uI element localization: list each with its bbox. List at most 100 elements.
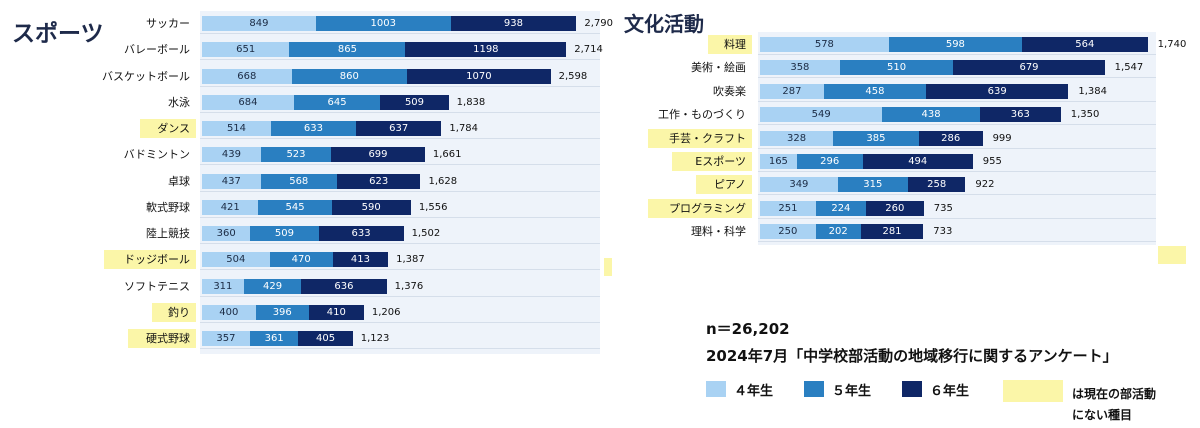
culture-category-highlight bbox=[696, 175, 752, 195]
sports-row-separator bbox=[200, 190, 600, 192]
culture-data-label-grade4: 578 bbox=[814, 39, 834, 50]
sports-category-label: バスケットボール bbox=[102, 69, 190, 83]
sports-bar-segment-grade6 bbox=[308, 304, 364, 320]
culture-data-label-grade6: 639 bbox=[987, 85, 1007, 97]
sports-bar-segment-grade4 bbox=[202, 278, 244, 294]
culture-bar-segment-grade6 bbox=[918, 130, 983, 146]
sports-category-label: バレーボール bbox=[124, 43, 190, 57]
sports-data-label-grade4: 311 bbox=[213, 280, 233, 292]
culture-bar-segment-grade5 bbox=[833, 130, 919, 146]
culture-bar-segment-grade6 bbox=[865, 200, 924, 216]
culture-bar-segment-grade4 bbox=[760, 37, 889, 52]
sports-total-label: 1,502 bbox=[411, 228, 441, 239]
sports-bar-segment-grade4 bbox=[202, 331, 250, 346]
sports-bar-segment-grade5 bbox=[269, 252, 333, 268]
sports-row-separator bbox=[200, 348, 600, 349]
sports-data-label-grade4: 849 bbox=[249, 18, 269, 29]
sports-bar-segment-grade4 bbox=[202, 252, 270, 268]
sports-category-label: 陸上競技 bbox=[146, 227, 190, 240]
sports-bar-segment-grade4 bbox=[202, 42, 290, 58]
culture-data-label-grade6: 494 bbox=[908, 156, 928, 167]
sports-bar-segment-grade6 bbox=[318, 226, 404, 241]
legend-label-grade6: ６年生 bbox=[930, 384, 970, 399]
culture-category-label: 料理 bbox=[724, 38, 746, 51]
culture-bar-segment-grade4 bbox=[760, 130, 834, 146]
sports-bar-segment-grade5 bbox=[260, 147, 332, 163]
sports-bar-segment-grade4 bbox=[202, 147, 261, 163]
culture-total-label: 1,384 bbox=[1078, 85, 1107, 97]
sports-data-label-grade4: 514 bbox=[226, 123, 247, 134]
sports-data-label-grade5: 865 bbox=[337, 44, 357, 56]
sports-category-label: 釣り bbox=[168, 305, 190, 319]
sports-bar-segment-grade5 bbox=[250, 226, 319, 241]
culture-total-label: 1,547 bbox=[1114, 62, 1144, 74]
culture-row-separator bbox=[758, 77, 1156, 79]
culture-bar-segment-grade4 bbox=[760, 154, 797, 169]
culture-bar-segment-grade4 bbox=[760, 83, 824, 99]
sports-data-label-grade6: 633 bbox=[351, 228, 371, 239]
culture-total-label: 733 bbox=[933, 226, 953, 238]
sports-data-label-grade6: 623 bbox=[369, 175, 389, 187]
culture-bar-segment-grade6 bbox=[862, 154, 973, 169]
culture-row-separator bbox=[758, 54, 1156, 55]
sports-total-label: 2,598 bbox=[558, 70, 588, 82]
culture-data-label-grade5: 224 bbox=[831, 202, 851, 214]
culture-total-label: 922 bbox=[975, 179, 995, 191]
sports-data-label-grade5: 645 bbox=[327, 96, 347, 108]
culture-data-label-grade5: 315 bbox=[863, 179, 883, 191]
legend-swatch-grade4 bbox=[706, 381, 726, 397]
culture-bar-segment-grade4 bbox=[760, 107, 883, 123]
culture-row-separator bbox=[758, 100, 1156, 102]
culture-data-label-grade5: 296 bbox=[820, 156, 840, 167]
legend-highlight-line2: にない種目 bbox=[1072, 408, 1133, 422]
sports-row-separator bbox=[200, 59, 600, 61]
culture-bar-segment-grade6 bbox=[925, 83, 1069, 99]
sports-data-label-grade4: 421 bbox=[220, 201, 240, 213]
sports-title: スポーツ bbox=[12, 21, 104, 47]
culture-data-label-grade4: 349 bbox=[789, 179, 809, 191]
sports-data-label-grade6: 938 bbox=[503, 18, 524, 29]
culture-data-label-grade5: 202 bbox=[828, 226, 848, 238]
legend-swatch-grade6 bbox=[902, 381, 922, 397]
culture-data-label-grade5: 510 bbox=[887, 62, 907, 74]
sports-bar-segment-grade4 bbox=[202, 94, 294, 110]
culture-data-label-grade4: 165 bbox=[768, 156, 788, 167]
sports-data-label-grade6: 413 bbox=[350, 254, 370, 266]
sports-data-label-grade5: 509 bbox=[274, 228, 294, 239]
sports-data-label-grade5: 860 bbox=[339, 70, 359, 82]
culture-bar-segment-grade5 bbox=[815, 200, 866, 216]
culture-bar-segment-grade5 bbox=[823, 83, 926, 99]
sports-bar-segment-grade6 bbox=[331, 147, 425, 163]
sports-data-label-grade5: 396 bbox=[272, 306, 292, 318]
sports-bar-segment-grade5 bbox=[243, 278, 302, 294]
sports-bar-segment-grade4 bbox=[202, 226, 251, 241]
sports-total-label: 1,556 bbox=[418, 201, 448, 213]
sports-total-label: 1,123 bbox=[360, 333, 390, 344]
sports-total-label: 2,790 bbox=[584, 18, 614, 29]
sports-data-label-grade4: 360 bbox=[216, 228, 236, 239]
sports-data-label-grade6: 410 bbox=[326, 306, 346, 318]
sports-total-label: 1,387 bbox=[396, 254, 425, 266]
sports-category-label: 軟式野球 bbox=[146, 200, 190, 214]
sports-category-highlight bbox=[140, 119, 196, 138]
culture-row-separator bbox=[758, 241, 1156, 243]
sports-total-label: 1,376 bbox=[394, 280, 424, 292]
culture-bar-segment-grade6 bbox=[1022, 37, 1148, 52]
culture-category-highlight bbox=[708, 35, 752, 54]
sports-category-label: ソフトテニス bbox=[124, 279, 190, 293]
sports-total-label: 1,784 bbox=[449, 123, 479, 134]
culture-data-label-grade4: 251 bbox=[778, 202, 798, 214]
sports-row-separator bbox=[200, 33, 600, 34]
culture-row-separator bbox=[758, 124, 1156, 126]
culture-category-label: Eスポーツ bbox=[695, 155, 746, 168]
culture-bar-segment-grade4 bbox=[760, 177, 838, 193]
sports-bar-segment-grade6 bbox=[298, 331, 353, 346]
sports-row-separator bbox=[200, 111, 600, 113]
culture-data-label-grade6: 564 bbox=[1075, 39, 1095, 50]
sports-row-separator bbox=[200, 295, 600, 297]
sports-total-label: 1,206 bbox=[371, 306, 401, 318]
legend-highlight-line1: は現在の部活動 bbox=[1072, 387, 1157, 401]
sports-category-label: 水泳 bbox=[168, 95, 190, 109]
sports-data-label-grade6: 637 bbox=[389, 123, 409, 134]
